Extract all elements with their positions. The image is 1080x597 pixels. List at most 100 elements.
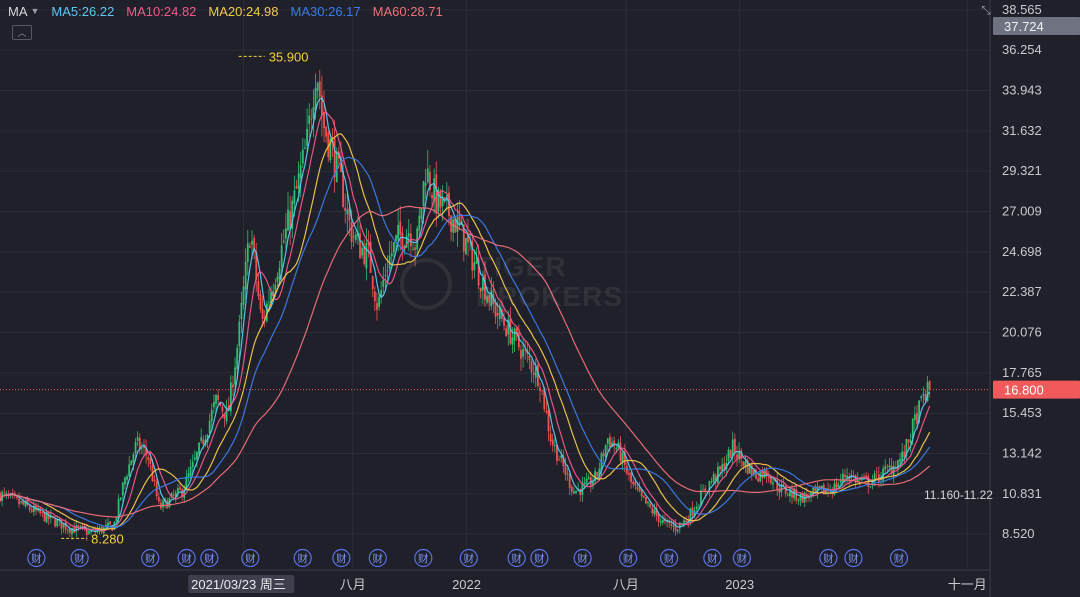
candle-body <box>651 507 654 514</box>
candle-body <box>441 197 444 207</box>
earnings-marker-label: 财 <box>74 552 85 565</box>
candle-body <box>869 486 872 488</box>
expand-icon[interactable]: ⤡ <box>981 3 991 17</box>
candle-body <box>458 214 461 224</box>
candle-body <box>634 482 637 486</box>
ma30-value: MA30:26.17 <box>290 3 361 19</box>
candle-body <box>77 525 80 528</box>
ma60-value: MA60:28.71 <box>372 3 443 19</box>
candle-body <box>520 350 522 359</box>
candle-body <box>221 406 224 412</box>
candle-body <box>431 195 433 199</box>
candle-body <box>888 465 891 468</box>
candle-body <box>509 318 512 344</box>
candle-body <box>916 413 918 425</box>
candle-body <box>126 476 128 480</box>
candle-body <box>295 185 298 189</box>
candle-body <box>778 488 781 493</box>
candle-body <box>755 469 757 479</box>
candle-body <box>121 482 124 496</box>
candle-body <box>477 259 480 286</box>
candle-body <box>708 481 711 491</box>
candle-body <box>293 190 296 204</box>
earnings-marker-label: 财 <box>707 552 718 565</box>
candle-body <box>28 506 31 510</box>
candle-body <box>255 251 258 281</box>
candle-body <box>153 479 156 481</box>
candle-body <box>416 228 419 250</box>
chevron-up-icon: ︿ <box>17 28 27 38</box>
candle-body <box>575 490 577 493</box>
candle-body <box>340 156 342 173</box>
candle-body <box>30 509 33 512</box>
candle-body <box>39 508 42 514</box>
candle-body <box>528 356 531 361</box>
candle-body <box>433 178 436 202</box>
candle-body <box>846 475 848 478</box>
candle-body <box>479 288 482 292</box>
candle-body <box>251 240 253 245</box>
candle-body <box>85 529 88 536</box>
earnings-marker-icon <box>530 548 549 568</box>
candle-body <box>200 437 203 441</box>
candle-body <box>0 492 1 501</box>
candle-body <box>147 457 150 460</box>
candle-body <box>685 520 688 522</box>
candle-body <box>172 495 175 496</box>
candle-body <box>547 410 550 432</box>
candle-body <box>672 525 675 527</box>
high-marker-label: 35.900 <box>269 49 309 64</box>
candle-body <box>393 242 395 253</box>
candle-body <box>170 493 173 498</box>
candle-body <box>812 487 815 491</box>
candle-body <box>498 307 501 320</box>
earnings-marker-icon <box>293 548 312 568</box>
candle-body <box>314 88 317 110</box>
candle-body <box>236 347 239 369</box>
candle-body <box>344 207 347 211</box>
candle-body <box>486 296 488 303</box>
y-tick-label: 36.254 <box>1002 42 1042 57</box>
candle-body <box>549 433 552 442</box>
candle-body <box>174 492 177 498</box>
candle-body <box>566 473 569 475</box>
candle-body <box>551 439 554 446</box>
candle-body <box>179 487 181 490</box>
candle-body <box>848 476 851 480</box>
candle-body <box>284 228 287 239</box>
candle-body <box>448 192 450 216</box>
candle-body <box>475 261 478 264</box>
candle-body <box>439 191 442 208</box>
earnings-marker-label: 财 <box>623 552 634 565</box>
candle-body <box>844 474 846 478</box>
candle-body <box>246 243 249 263</box>
ma30-line <box>0 156 931 529</box>
candle-body <box>606 438 609 444</box>
candle-body <box>740 450 743 460</box>
candle-body <box>712 474 715 483</box>
candle-body <box>799 493 802 501</box>
candle-body <box>435 173 438 214</box>
candle-body <box>873 473 876 481</box>
candle-body <box>274 284 277 290</box>
candle-body <box>668 521 671 524</box>
candle-body <box>18 498 20 505</box>
candle-body <box>545 410 548 413</box>
candle-body <box>670 523 673 526</box>
candle-body <box>700 490 702 506</box>
candle-body <box>185 476 188 491</box>
y-tick-label: 27.009 <box>1002 204 1042 219</box>
candle-body <box>587 477 590 480</box>
candle-body <box>761 470 764 479</box>
candle-body <box>748 464 751 474</box>
collapse-button[interactable]: ︿ <box>12 25 32 40</box>
earnings-marker-label: 财 <box>464 552 475 565</box>
candle-body <box>769 476 772 484</box>
candle-body <box>757 478 760 482</box>
candle-body <box>676 529 679 532</box>
candle-body <box>306 128 308 146</box>
candle-body <box>329 138 332 161</box>
candle-body <box>117 499 120 519</box>
indicator-selector[interactable]: MA ▼ <box>8 3 40 19</box>
